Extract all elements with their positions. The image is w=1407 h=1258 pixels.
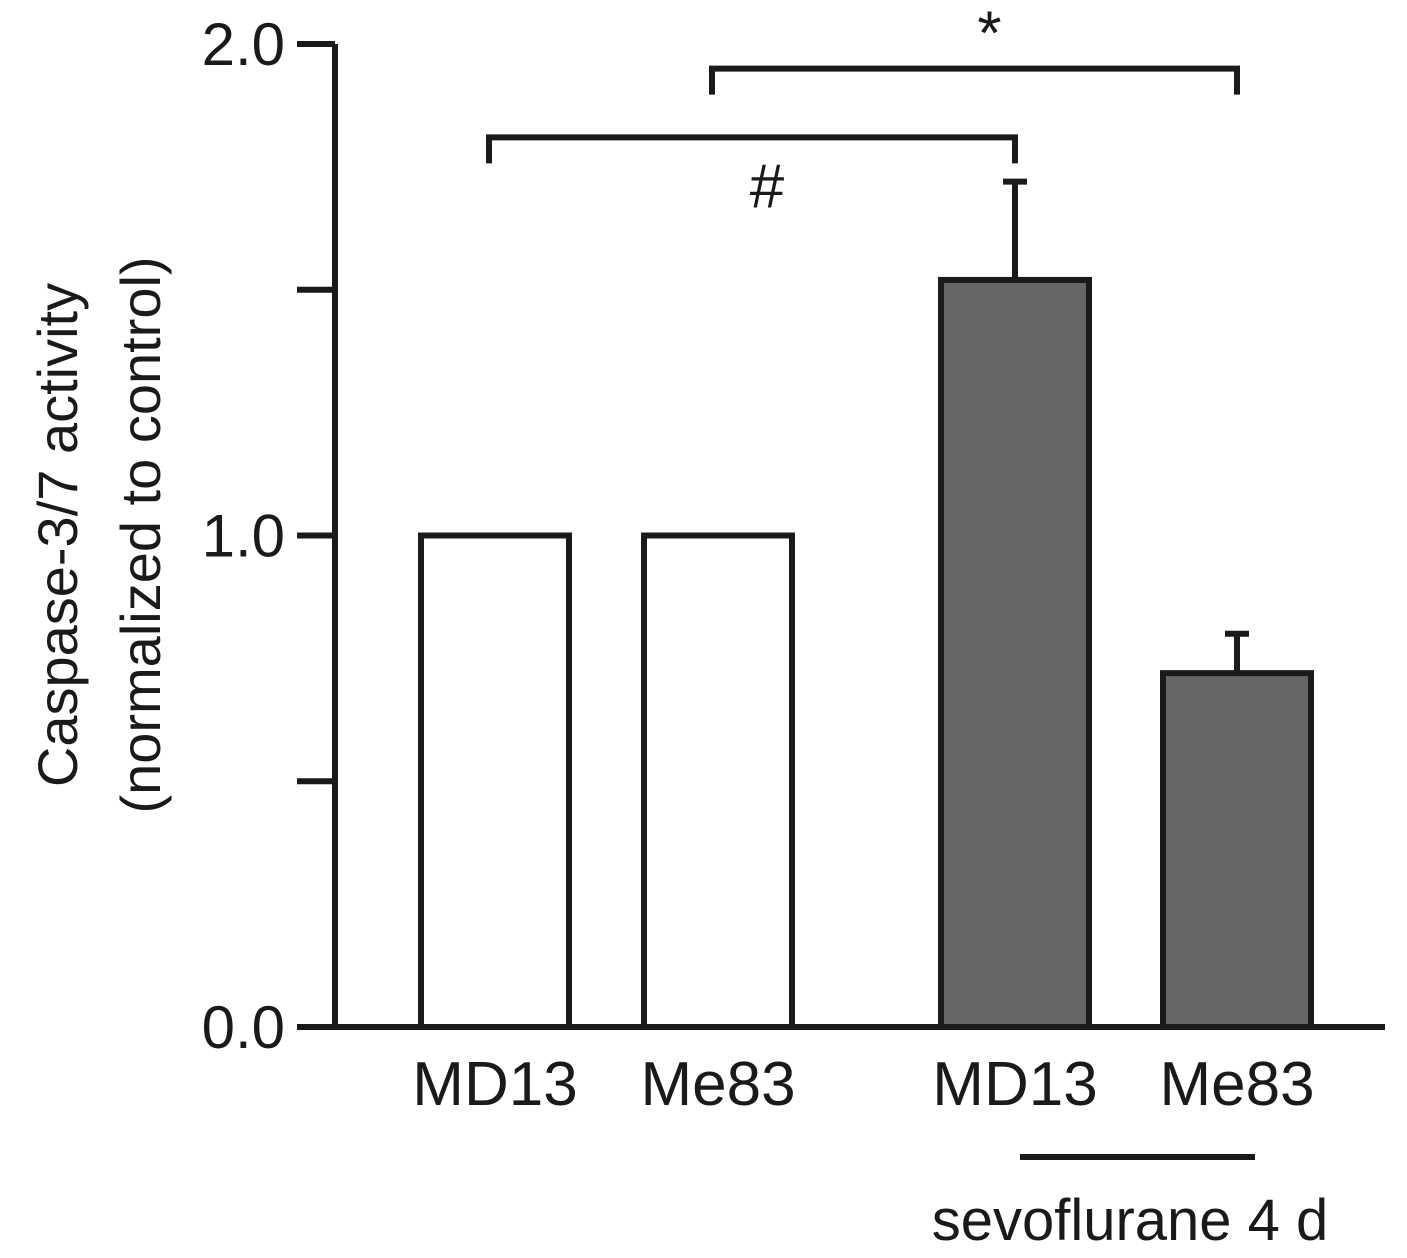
y-ticks: 0.0 1.0 2.0 [202, 11, 335, 1061]
category-label: MD13 [412, 1050, 577, 1119]
y-tick-label: 2.0 [202, 11, 285, 78]
y-tick-label: 1.0 [202, 503, 285, 570]
group-annotation: sevoflurane 4 d [932, 1154, 1329, 1253]
category-labels: MD13 Me83 MD13 Me83 [412, 1050, 1314, 1119]
bars [418, 276, 1314, 1031]
bar [938, 276, 1092, 1031]
bar [1160, 670, 1314, 1030]
category-label: Me83 [1159, 1050, 1314, 1119]
significance-label: # [750, 152, 785, 221]
y-axis-title-line2: (normalized to control) [109, 256, 172, 813]
significance-bracket [709, 65, 1240, 95]
significance-brackets: *# [486, 0, 1240, 221]
bar [418, 532, 572, 1030]
category-label: MD13 [932, 1050, 1097, 1119]
group-label: sevoflurane 4 d [932, 1188, 1329, 1253]
y-axis-title-line1: Caspase-3/7 activity [26, 283, 89, 787]
significance-bracket [486, 134, 1018, 164]
error-bars [1003, 178, 1249, 674]
y-tick-label: 0.0 [202, 994, 285, 1061]
category-label: Me83 [640, 1050, 795, 1119]
bar [641, 532, 795, 1030]
significance-label: * [977, 0, 1001, 69]
